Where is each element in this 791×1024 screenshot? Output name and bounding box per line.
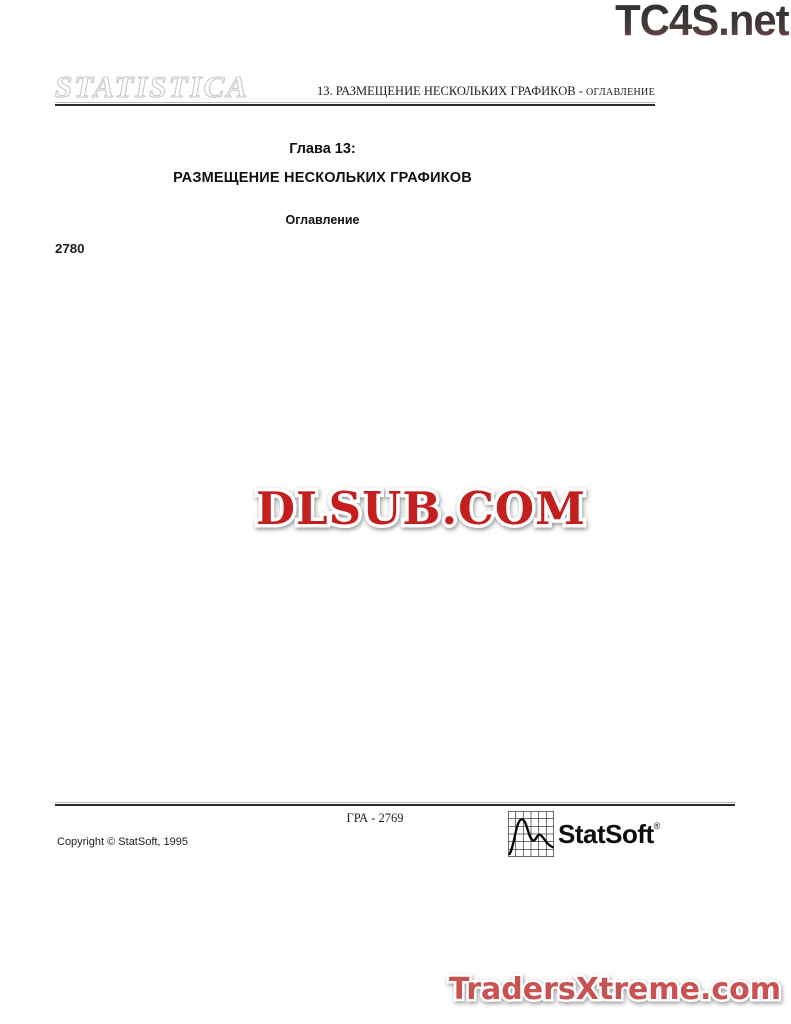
- toc-page-number: 2780: [55, 241, 735, 674]
- table-of-contents: ОБЗОР 2770 МАСТЕР АВТОМАТИЧЕСКОГО РАЗМЕЩ…: [55, 241, 735, 674]
- toc-subtitle: Оглавление: [285, 213, 360, 227]
- copyright-notice: Copyright © StatSoft, 1995: [57, 836, 189, 848]
- statsoft-curve-icon: [508, 811, 554, 857]
- running-head-section: ОГЛАВЛЕНИЕ: [586, 87, 655, 98]
- registered-mark: ®: [653, 820, 661, 831]
- running-head-chapter: 13. РАЗМЕЩЕНИЕ НЕСКОЛЬКИХ ГРАФИКОВ -: [316, 84, 586, 98]
- page-header: STATISTICA 13. РАЗМЕЩЕНИЕ НЕСКОЛЬКИХ ГРА…: [54, 64, 655, 104]
- watermark-dlsub: DLSUB.COM: [253, 479, 589, 539]
- watermark-tradersxtreme: TradersXtreme.com: [447, 970, 784, 1010]
- statsoft-logo: StatSoft®: [508, 811, 660, 857]
- toc-entry: ПРЕДМЕТНЫЙ УКАЗАТЕЛЬ 2780: [55, 241, 735, 674]
- chapter-number-title: Глава 13:: [289, 141, 356, 157]
- chapter-title: РАЗМЕЩЕНИЕ НЕСКОЛЬКИХ ГРАФИКОВ: [173, 170, 472, 186]
- footer-rule: [55, 802, 735, 806]
- watermark-tc4s: TC4S.net: [615, 0, 790, 46]
- header-rule: [55, 102, 655, 106]
- running-head: 13. РАЗМЕЩЕНИЕ НЕСКОЛЬКИХ ГРАФИКОВ - ОГЛ…: [317, 84, 655, 102]
- footer-page-label: ГРА - 2769: [346, 811, 404, 825]
- statsoft-wordmark: StatSoft®: [558, 818, 661, 849]
- statistica-logo: STATISTICA: [54, 69, 250, 104]
- title-block: Глава 13: РАЗМЕЩЕНИЕ НЕСКОЛЬКИХ ГРАФИКОВ…: [55, 141, 590, 227]
